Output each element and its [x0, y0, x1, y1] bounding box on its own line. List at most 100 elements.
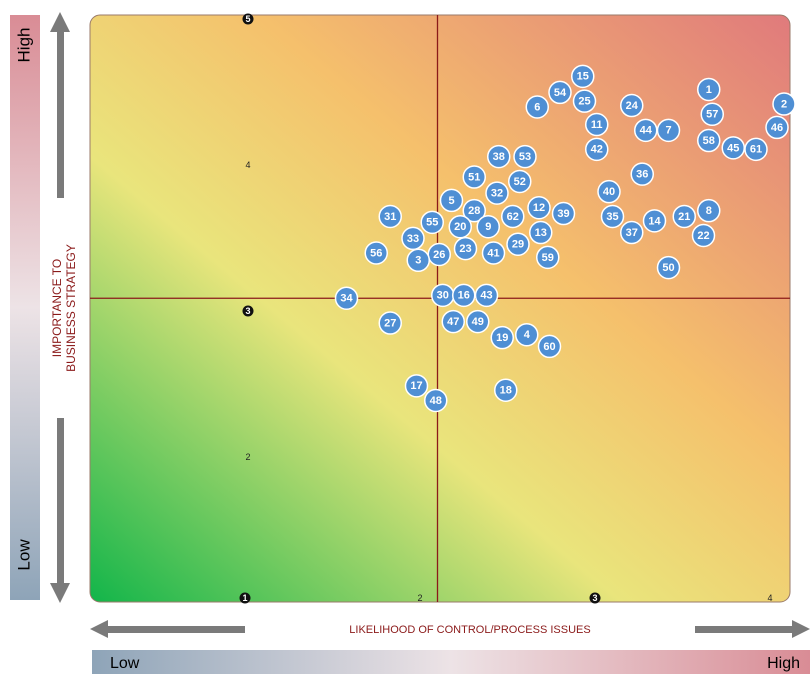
point-label: 36	[636, 169, 648, 181]
point-label: 50	[662, 262, 674, 274]
point-label: 14	[648, 215, 661, 227]
point-label: 62	[507, 211, 519, 223]
point-label: 38	[493, 151, 505, 163]
likelihood-scale	[92, 650, 810, 674]
point-label: 57	[706, 109, 718, 121]
point	[490, 325, 514, 350]
point-label: 48	[430, 395, 442, 407]
point	[404, 374, 429, 398]
point-label: 55	[426, 217, 438, 229]
point-label: 26	[433, 249, 445, 261]
point	[772, 92, 796, 116]
point	[656, 118, 681, 143]
point	[501, 204, 525, 229]
point-label: 40	[603, 186, 615, 198]
point-label: 39	[557, 208, 569, 220]
point-label: 32	[491, 188, 503, 200]
point	[600, 204, 625, 229]
plot-area	[89, 14, 791, 603]
point-label: 49	[472, 316, 484, 328]
point	[537, 334, 562, 359]
point-label: 22	[697, 230, 709, 242]
point	[536, 245, 560, 270]
point-label: 41	[487, 247, 499, 259]
point	[485, 181, 509, 205]
point	[406, 248, 430, 273]
point	[630, 162, 654, 186]
point-label: 25	[578, 96, 590, 108]
point-label: 33	[407, 233, 419, 245]
point	[529, 220, 553, 245]
point-label: 13	[535, 227, 547, 239]
x-low-label: Low	[110, 655, 140, 672]
x-axis-label: LIKELIHOOD OF CONTROL/PROCESS ISSUES	[349, 624, 590, 636]
point-label: 35	[606, 211, 618, 223]
point-label: 28	[468, 205, 480, 217]
point	[700, 102, 724, 127]
importance-scale	[10, 15, 40, 600]
point-label: 56	[370, 247, 382, 259]
point	[494, 378, 518, 402]
point	[462, 198, 486, 223]
y-tick-label: 5	[245, 14, 250, 24]
point	[620, 93, 644, 118]
y-tick-label-badge	[242, 13, 254, 25]
point	[765, 115, 789, 140]
point-label: 51	[468, 171, 480, 183]
y-axis-label: IMPORTANCE TO	[50, 259, 64, 357]
y-tick-label: 3	[245, 306, 250, 316]
x-high-label: High	[767, 655, 800, 672]
x-tick-label-badge	[589, 592, 601, 604]
point	[420, 210, 444, 235]
point-label: 60	[543, 341, 555, 353]
point	[572, 89, 597, 113]
point-label: 9	[485, 221, 491, 233]
point-label: 2	[781, 98, 787, 110]
point-label: 30	[437, 290, 449, 302]
y-low-label: Low	[14, 539, 33, 571]
point-label: 3	[415, 255, 421, 267]
y-high-label: High	[14, 28, 33, 63]
point-label: 52	[514, 176, 526, 188]
point-label: 59	[542, 252, 554, 264]
point-label: 7	[665, 125, 671, 137]
point-label: 4	[524, 329, 531, 341]
y-label-box	[40, 198, 92, 418]
point	[525, 95, 549, 119]
point-label: 54	[554, 87, 567, 99]
point-label: 6	[534, 101, 540, 113]
point	[481, 241, 506, 265]
point	[571, 64, 595, 89]
point-label: 11	[591, 119, 603, 131]
point-label: 42	[591, 144, 603, 156]
point	[672, 204, 696, 229]
y-tick-label: 2	[245, 452, 250, 462]
point	[424, 388, 448, 413]
point	[656, 255, 681, 280]
point	[506, 232, 530, 256]
point	[585, 137, 609, 162]
point-label: 23	[459, 243, 471, 255]
point-label: 53	[519, 151, 531, 163]
y-tick-label: 4	[245, 160, 250, 170]
point	[378, 204, 402, 229]
point	[448, 214, 472, 239]
point	[508, 169, 532, 194]
point-label: 12	[533, 202, 545, 214]
point	[334, 286, 359, 310]
point-label: 15	[577, 71, 589, 83]
point-label: 18	[500, 385, 512, 397]
point	[721, 136, 745, 160]
point	[642, 209, 667, 233]
point-label: 37	[626, 227, 638, 239]
point-label: 61	[750, 144, 762, 156]
x-tick-label: 4	[767, 593, 772, 603]
x-tick-label-badge	[239, 592, 251, 604]
point	[476, 214, 500, 239]
x-tick-label: 3	[592, 593, 597, 603]
point	[597, 179, 621, 204]
point-label: 44	[640, 125, 653, 137]
point	[691, 223, 716, 248]
point-label: 8	[706, 205, 712, 217]
y-tick-label-badge	[242, 305, 254, 317]
